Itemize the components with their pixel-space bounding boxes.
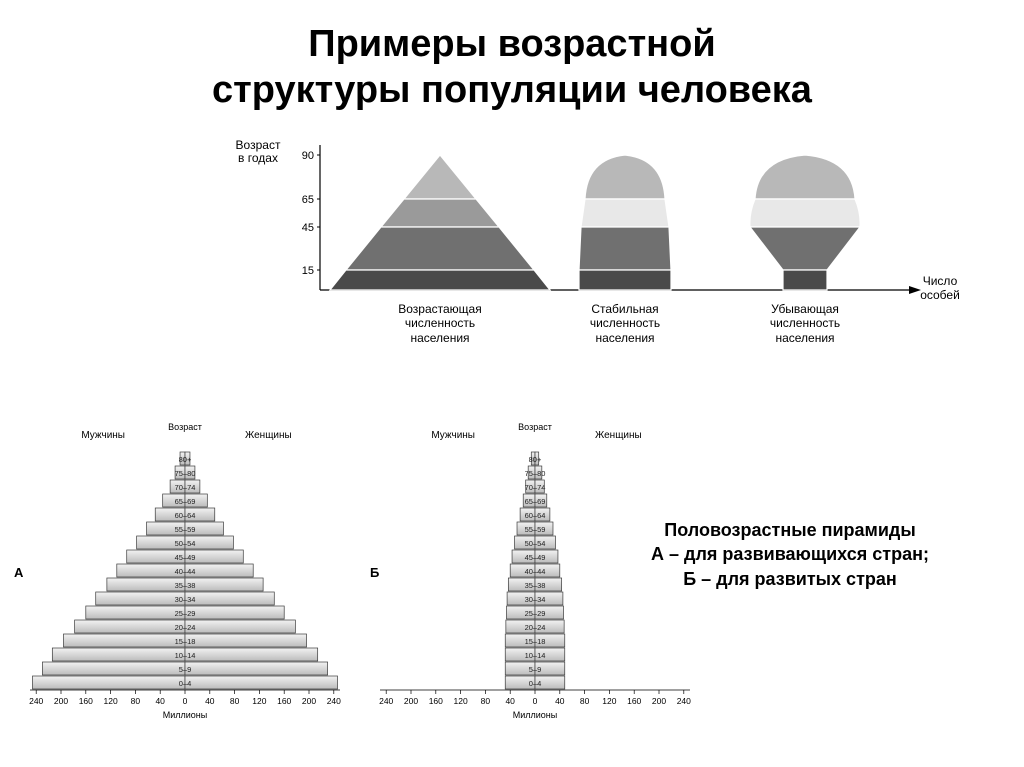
svg-text:Возраст: Возраст [168, 422, 202, 432]
svg-text:60–64: 60–64 [175, 511, 196, 520]
svg-text:70–74: 70–74 [525, 483, 546, 492]
pyramid-a: Мужчины Возраст Женщины 80+ 75–80 70–74 65–69 6… [10, 420, 360, 720]
shape-label: Убывающаячисленностьнаселения [725, 302, 885, 345]
svg-text:75–80: 75–80 [525, 469, 546, 478]
svg-text:Миллионы: Миллионы [163, 710, 208, 720]
svg-text:120: 120 [602, 696, 616, 706]
shape-label: Возрастающаячисленностьнаселения [360, 302, 520, 345]
svg-text:5–9: 5–9 [179, 665, 192, 674]
svg-text:15–18: 15–18 [525, 637, 546, 646]
svg-text:120: 120 [252, 696, 266, 706]
svg-text:240: 240 [327, 696, 341, 706]
svg-text:25–29: 25–29 [525, 609, 546, 618]
svg-text:80: 80 [481, 696, 491, 706]
svg-text:0–4: 0–4 [529, 679, 542, 688]
svg-text:200: 200 [302, 696, 316, 706]
svg-text:40: 40 [205, 696, 215, 706]
svg-text:25–29: 25–29 [175, 609, 196, 618]
svg-text:200: 200 [404, 696, 418, 706]
svg-text:40: 40 [505, 696, 515, 706]
svg-text:80+: 80+ [179, 455, 192, 464]
age-structure-shapes-chart: 90654515 Возраст в годах Число особей Во… [295, 145, 985, 355]
svg-text:30–34: 30–34 [175, 595, 196, 604]
svg-text:160: 160 [627, 696, 641, 706]
svg-text:40–44: 40–44 [175, 567, 196, 576]
svg-text:240: 240 [29, 696, 43, 706]
svg-text:20–24: 20–24 [525, 623, 546, 632]
svg-text:65–69: 65–69 [175, 497, 196, 506]
svg-text:Мужчины: Мужчины [431, 430, 475, 441]
svg-text:80: 80 [131, 696, 141, 706]
page-title: Примеры возрастной структуры популяции ч… [0, 0, 1024, 113]
svg-text:20–24: 20–24 [175, 623, 196, 632]
pyramid-a-letter: А [14, 565, 23, 580]
svg-text:200: 200 [652, 696, 666, 706]
svg-text:45: 45 [302, 222, 314, 234]
svg-text:120: 120 [454, 696, 468, 706]
svg-text:240: 240 [379, 696, 393, 706]
svg-text:75–80: 75–80 [175, 469, 196, 478]
svg-text:80: 80 [230, 696, 240, 706]
svg-text:40: 40 [555, 696, 565, 706]
svg-text:Возраст: Возраст [518, 422, 552, 432]
svg-text:45–49: 45–49 [175, 553, 196, 562]
svg-text:55–59: 55–59 [525, 525, 546, 534]
svg-text:200: 200 [54, 696, 68, 706]
svg-text:Мужчины: Мужчины [81, 430, 125, 441]
svg-text:30–34: 30–34 [525, 595, 546, 604]
svg-text:160: 160 [429, 696, 443, 706]
svg-text:Миллионы: Миллионы [513, 710, 558, 720]
title-line1: Примеры возрастной [0, 22, 1024, 68]
svg-text:0: 0 [533, 696, 538, 706]
svg-text:55–59: 55–59 [175, 525, 196, 534]
svg-text:65–69: 65–69 [525, 497, 546, 506]
svg-text:80+: 80+ [529, 455, 542, 464]
svg-text:50–54: 50–54 [525, 539, 546, 548]
svg-text:35–38: 35–38 [175, 581, 196, 590]
svg-text:15: 15 [302, 265, 314, 277]
svg-text:5–9: 5–9 [529, 665, 542, 674]
svg-text:40: 40 [155, 696, 165, 706]
shape-label: Стабильнаячисленностьнаселения [545, 302, 705, 345]
svg-text:10–14: 10–14 [175, 651, 196, 660]
svg-text:Женщины: Женщины [245, 430, 292, 441]
xaxis-label: Число особей [905, 275, 975, 303]
svg-text:60–64: 60–64 [525, 511, 546, 520]
svg-text:70–74: 70–74 [175, 483, 196, 492]
svg-text:240: 240 [677, 696, 691, 706]
svg-text:90: 90 [302, 150, 314, 162]
svg-text:50–54: 50–54 [175, 539, 196, 548]
svg-text:65: 65 [302, 194, 314, 206]
svg-text:0: 0 [183, 696, 188, 706]
title-line2: структуры популяции человека [0, 68, 1024, 114]
caption: Половозрастные пирамиды А – для развиваю… [590, 518, 990, 591]
svg-text:35–38: 35–38 [525, 581, 546, 590]
svg-text:45–49: 45–49 [525, 553, 546, 562]
svg-text:120: 120 [104, 696, 118, 706]
pyramid-b-letter: Б [370, 565, 379, 580]
svg-text:80: 80 [580, 696, 590, 706]
svg-text:0–4: 0–4 [179, 679, 192, 688]
svg-text:15–18: 15–18 [175, 637, 196, 646]
yaxis-label: Возраст в годах [223, 139, 293, 165]
svg-text:40–44: 40–44 [525, 567, 546, 576]
svg-text:160: 160 [79, 696, 93, 706]
svg-text:10–14: 10–14 [525, 651, 546, 660]
svg-text:160: 160 [277, 696, 291, 706]
svg-text:Женщины: Женщины [595, 430, 642, 441]
